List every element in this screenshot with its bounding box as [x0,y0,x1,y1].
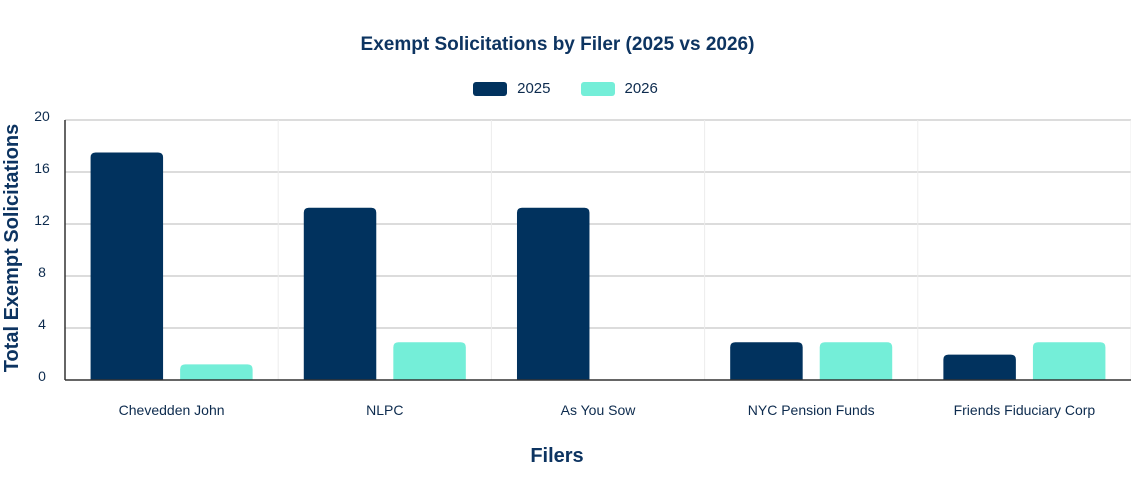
x-tick-label: As You Sow [561,402,637,418]
y-tick-label: 20 [34,108,50,124]
bar-2026-1 [393,342,466,380]
bar-layer [90,152,1106,380]
bar-2026-3 [819,342,893,380]
axis-layer: 0 4 8 12 16 20 Chevedden John NLPC As You Sow NYC… [34,108,1131,418]
x-tick-label: NLPC [366,402,403,418]
bar-2026-0 [180,364,253,380]
legend-swatch-2026 [580,81,615,96]
y-tick-label: 4 [38,316,46,332]
y-tick-label: 0 [38,368,46,384]
bar-2025-3 [730,342,803,380]
bar-2025-2 [516,207,590,380]
legend-item-2025[interactable]: 2025 [473,80,551,97]
x-tick-label: Friends Fiduciary Corp [954,402,1096,418]
y-tick-label: 16 [34,160,50,176]
legend-item-2026[interactable]: 2026 [580,80,658,97]
legend-label-2026: 2026 [624,80,658,97]
chart-title: Exempt Solicitations by Filer (2025 vs 2… [360,34,755,55]
bar-2025-4 [943,354,1016,380]
x-axis-title: Filers [530,445,583,467]
bar-2025-1 [303,207,377,380]
grid-layer [64,119,1131,380]
legend-swatch-2025 [473,81,508,96]
x-tick-label: NYC Pension Funds [748,402,875,418]
legend: 2025 2026 [0,80,1131,97]
legend-label-2025: 2025 [517,80,551,97]
y-tick-label: 12 [34,212,50,228]
x-tick-label: Chevedden John [119,402,225,418]
y-tick-label: 8 [38,264,46,280]
y-axis-title: Total Exempt Solicitations [1,124,23,373]
bar-2026-4 [1032,342,1106,380]
bar-2025-0 [90,152,164,380]
